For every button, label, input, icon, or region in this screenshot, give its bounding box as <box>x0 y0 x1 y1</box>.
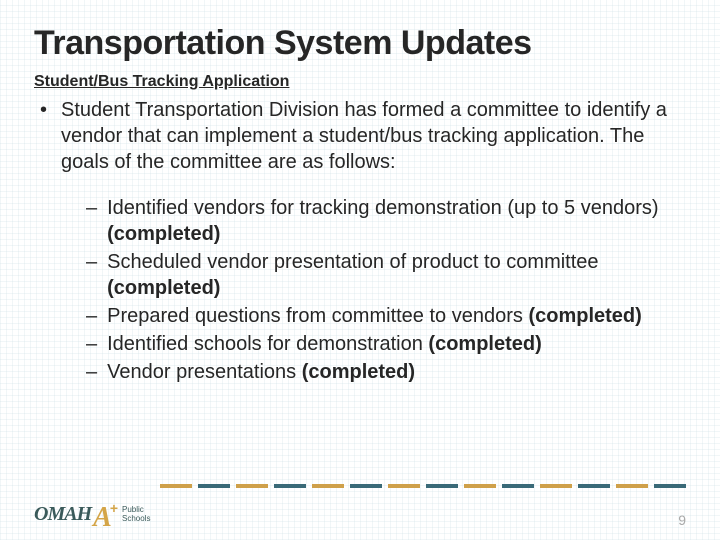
list-item-text: Identified schools for demonstration (co… <box>107 331 542 357</box>
list-item: – Prepared questions from committee to v… <box>86 303 686 329</box>
logo-subtext: Public Schools <box>122 505 150 523</box>
dash-segment <box>312 484 344 488</box>
logo-text-main: OMAH <box>34 503 91 526</box>
dash-segment <box>236 484 268 488</box>
dash-segment <box>388 484 420 488</box>
slide-footer: OMAH A + Public Schools 9 <box>0 478 720 540</box>
list-item-text: Vendor presentations (completed) <box>107 359 415 385</box>
dash-icon: – <box>86 303 97 329</box>
slide-title: Transportation System Updates <box>34 24 686 63</box>
dash-segment <box>198 484 230 488</box>
dash-segment <box>274 484 306 488</box>
intro-text: Student Transportation Division has form… <box>61 97 686 175</box>
dash-icon: – <box>86 331 97 357</box>
dash-icon: – <box>86 195 97 247</box>
dash-segment <box>502 484 534 488</box>
decorative-dash-line <box>160 484 686 488</box>
omaha-logo: OMAH A + Public Schools <box>34 503 150 526</box>
intro-bullet: • Student Transportation Division has fo… <box>34 97 686 175</box>
dash-segment <box>616 484 648 488</box>
slide-subtitle: Student/Bus Tracking Application <box>34 73 686 91</box>
list-item: – Vendor presentations (completed) <box>86 359 686 385</box>
list-item: – Scheduled vendor presentation of produ… <box>86 249 686 301</box>
dash-segment <box>464 484 496 488</box>
dash-segment <box>654 484 686 488</box>
logo-plus-icon: + <box>110 500 118 516</box>
slide-content: Transportation System Updates Student/Bu… <box>0 0 720 540</box>
list-item-text: Identified vendors for tracking demonstr… <box>107 195 686 247</box>
goal-list: – Identified vendors for tracking demons… <box>34 195 686 385</box>
dash-segment <box>426 484 458 488</box>
bullet-icon: • <box>40 97 47 175</box>
dash-segment <box>578 484 610 488</box>
dash-icon: – <box>86 249 97 301</box>
list-item-text: Scheduled vendor presentation of product… <box>107 249 686 301</box>
list-item-text: Prepared questions from committee to ven… <box>107 303 642 329</box>
dash-segment <box>160 484 192 488</box>
list-item: – Identified schools for demonstration (… <box>86 331 686 357</box>
dash-segment <box>540 484 572 488</box>
list-item: – Identified vendors for tracking demons… <box>86 195 686 247</box>
page-number: 9 <box>678 512 686 528</box>
dash-segment <box>350 484 382 488</box>
dash-icon: – <box>86 359 97 385</box>
